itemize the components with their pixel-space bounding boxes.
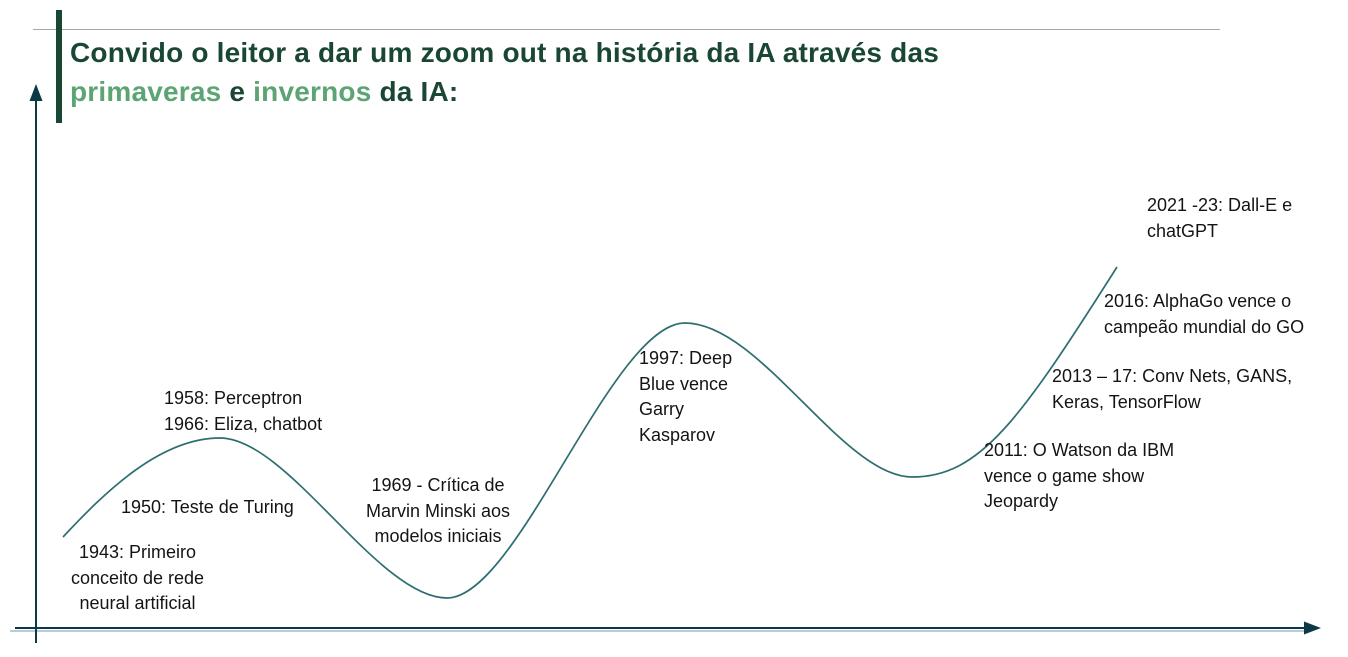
title-accent-bar <box>56 10 62 123</box>
event-1969: 1969 - Crítica de Marvin Minski aos mode… <box>353 473 523 550</box>
event-1950: 1950: Teste de Turing <box>121 495 294 521</box>
event-line: Jeopardy <box>984 491 1059 511</box>
event-line: chatGPT <box>1147 220 1219 241</box>
event-line: 1943: Primeiro <box>78 542 197 562</box>
event-line: 2011: O Watson da IBM <box>984 440 1175 460</box>
page-title: Convido o leitor a dar um zoom out na hi… <box>70 33 1220 111</box>
event-line: 1997: Deep <box>639 348 733 368</box>
title-word-primaveras: primaveras <box>70 76 222 107</box>
title-line-2: primaveras e invernos da IA: <box>70 72 1220 111</box>
event-line: 1969 - Crítica de <box>371 475 505 495</box>
event-1958-1966: 1958: Perceptron 1966: Eliza, chatbot <box>164 386 322 437</box>
event-2011: 2011: O Watson da IBM vence o game show … <box>984 438 1174 515</box>
x-axis-arrowhead <box>1304 621 1321 635</box>
event-line: 1958: Perceptron <box>164 388 303 408</box>
event-line: Marvin Minski aos <box>365 500 511 521</box>
event-2013-17: 2013 – 17: Conv Nets, GANS, Keras, Tenso… <box>1052 364 1292 415</box>
event-line: Blue vence <box>639 373 729 394</box>
title-word-da-ia: da IA: <box>371 76 459 107</box>
title-word-invernos: invernos <box>253 76 372 107</box>
event-line: neural artificial <box>79 593 196 613</box>
top-rule-divider <box>33 29 1220 30</box>
event-line: Garry <box>639 399 684 419</box>
event-line: Keras, TensorFlow <box>1052 391 1201 412</box>
event-line: vence o game show <box>984 465 1145 486</box>
event-2021-23: 2021 -23: Dall-E e chatGPT <box>1147 193 1292 244</box>
event-1943: 1943: Primeiro conceito de rede neural a… <box>45 540 230 617</box>
event-line: modelos iniciais <box>374 526 502 546</box>
title-line-1: Convido o leitor a dar um zoom out na hi… <box>70 37 940 68</box>
event-line: Kasparov <box>639 424 716 445</box>
event-line: 1950: Teste de Turing <box>121 497 294 517</box>
title-word-e: e <box>221 76 254 107</box>
event-line: 2013 – 17: Conv Nets, GANS, <box>1052 366 1293 386</box>
event-line: 1966: Eliza, chatbot <box>164 413 323 434</box>
event-line: campeão mundial do GO <box>1104 316 1305 337</box>
event-line: 2016: AlphaGo vence o <box>1104 291 1292 311</box>
event-line: conceito de rede <box>70 567 205 588</box>
ai-springs-winters-curve <box>62 266 1118 599</box>
event-2016: 2016: AlphaGo vence o campeão mundial do… <box>1104 289 1304 340</box>
y-axis-arrowhead <box>29 84 43 101</box>
event-line: 2021 -23: Dall-E e <box>1147 195 1293 215</box>
event-1997: 1997: Deep Blue vence Garry Kasparov <box>639 346 732 448</box>
